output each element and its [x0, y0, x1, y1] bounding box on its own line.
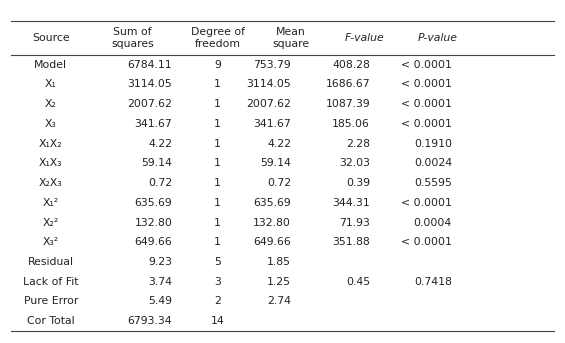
Text: 3114.05: 3114.05: [246, 80, 291, 90]
Text: Model: Model: [34, 60, 67, 70]
Text: X₁X₂: X₁X₂: [39, 139, 63, 149]
Text: 2007.62: 2007.62: [128, 99, 172, 109]
Text: 341.67: 341.67: [253, 119, 291, 129]
Text: 5: 5: [214, 257, 221, 267]
Text: 2007.62: 2007.62: [246, 99, 291, 109]
Text: X₁X₃: X₁X₃: [39, 158, 63, 168]
Text: < 0.0001: < 0.0001: [401, 119, 452, 129]
Text: X₃²: X₃²: [43, 237, 59, 247]
Text: X₂X₃: X₂X₃: [39, 178, 63, 188]
Text: 132.80: 132.80: [253, 217, 291, 227]
Text: < 0.0001: < 0.0001: [401, 237, 452, 247]
Text: Lack of Fit: Lack of Fit: [23, 277, 79, 287]
Text: 408.28: 408.28: [332, 60, 370, 70]
Text: X₂: X₂: [45, 99, 57, 109]
Text: 649.66: 649.66: [253, 237, 291, 247]
Text: < 0.0001: < 0.0001: [401, 80, 452, 90]
Text: 59.14: 59.14: [260, 158, 291, 168]
Text: Pure Error: Pure Error: [24, 296, 78, 306]
Text: X₁: X₁: [45, 80, 57, 90]
Text: 1: 1: [214, 237, 221, 247]
Text: 1: 1: [214, 139, 221, 149]
Text: X₁²: X₁²: [43, 198, 59, 208]
Text: 351.88: 351.88: [332, 237, 370, 247]
Text: 1686.67: 1686.67: [325, 80, 370, 90]
Text: 3114.05: 3114.05: [128, 80, 172, 90]
Text: Residual: Residual: [28, 257, 74, 267]
Text: 1: 1: [214, 80, 221, 90]
Text: F‑value: F‑value: [345, 33, 384, 43]
Text: 1: 1: [214, 178, 221, 188]
Text: 1: 1: [214, 158, 221, 168]
Text: 0.5595: 0.5595: [414, 178, 452, 188]
Text: 1: 1: [214, 198, 221, 208]
Text: 635.69: 635.69: [253, 198, 291, 208]
Text: 1: 1: [214, 99, 221, 109]
Text: 635.69: 635.69: [134, 198, 172, 208]
Text: 3: 3: [214, 277, 221, 287]
Text: 341.67: 341.67: [134, 119, 172, 129]
Text: 649.66: 649.66: [134, 237, 172, 247]
Text: Source: Source: [32, 33, 69, 43]
Text: X₂²: X₂²: [43, 217, 59, 227]
Text: 6784.11: 6784.11: [128, 60, 172, 70]
Text: 0.0004: 0.0004: [414, 217, 452, 227]
Text: Degree of
freedom: Degree of freedom: [190, 27, 245, 49]
Text: P‑value: P‑value: [418, 33, 458, 43]
Text: 2: 2: [214, 296, 221, 306]
Text: 9.23: 9.23: [149, 257, 172, 267]
Text: 1.25: 1.25: [267, 277, 291, 287]
Text: 1: 1: [214, 119, 221, 129]
Text: < 0.0001: < 0.0001: [401, 99, 452, 109]
Text: 132.80: 132.80: [134, 217, 172, 227]
Text: 71.93: 71.93: [339, 217, 370, 227]
Text: 4.22: 4.22: [149, 139, 172, 149]
Text: 0.45: 0.45: [346, 277, 370, 287]
Text: 2.74: 2.74: [267, 296, 291, 306]
Text: 185.06: 185.06: [332, 119, 370, 129]
Text: 0.72: 0.72: [267, 178, 291, 188]
Text: < 0.0001: < 0.0001: [401, 60, 452, 70]
Text: 5.49: 5.49: [149, 296, 172, 306]
Text: 4.22: 4.22: [267, 139, 291, 149]
Text: 6793.34: 6793.34: [128, 316, 172, 326]
Text: 1.85: 1.85: [267, 257, 291, 267]
Text: 0.0024: 0.0024: [414, 158, 452, 168]
Text: 1087.39: 1087.39: [325, 99, 370, 109]
Text: Sum of
squares: Sum of squares: [111, 27, 154, 49]
Text: Cor Total: Cor Total: [27, 316, 75, 326]
Text: 344.31: 344.31: [332, 198, 370, 208]
Text: 14: 14: [211, 316, 224, 326]
Text: 9: 9: [214, 60, 221, 70]
Text: 0.72: 0.72: [148, 178, 172, 188]
Text: Mean
square: Mean square: [272, 27, 310, 49]
Text: X₃: X₃: [45, 119, 57, 129]
Text: 0.7418: 0.7418: [414, 277, 452, 287]
Text: 3.74: 3.74: [149, 277, 172, 287]
Text: 1: 1: [214, 217, 221, 227]
Text: 32.03: 32.03: [339, 158, 370, 168]
Text: 753.79: 753.79: [253, 60, 291, 70]
Text: 0.39: 0.39: [346, 178, 370, 188]
Text: < 0.0001: < 0.0001: [401, 198, 452, 208]
Text: 0.1910: 0.1910: [414, 139, 452, 149]
Text: 2.28: 2.28: [346, 139, 370, 149]
Text: 59.14: 59.14: [141, 158, 172, 168]
